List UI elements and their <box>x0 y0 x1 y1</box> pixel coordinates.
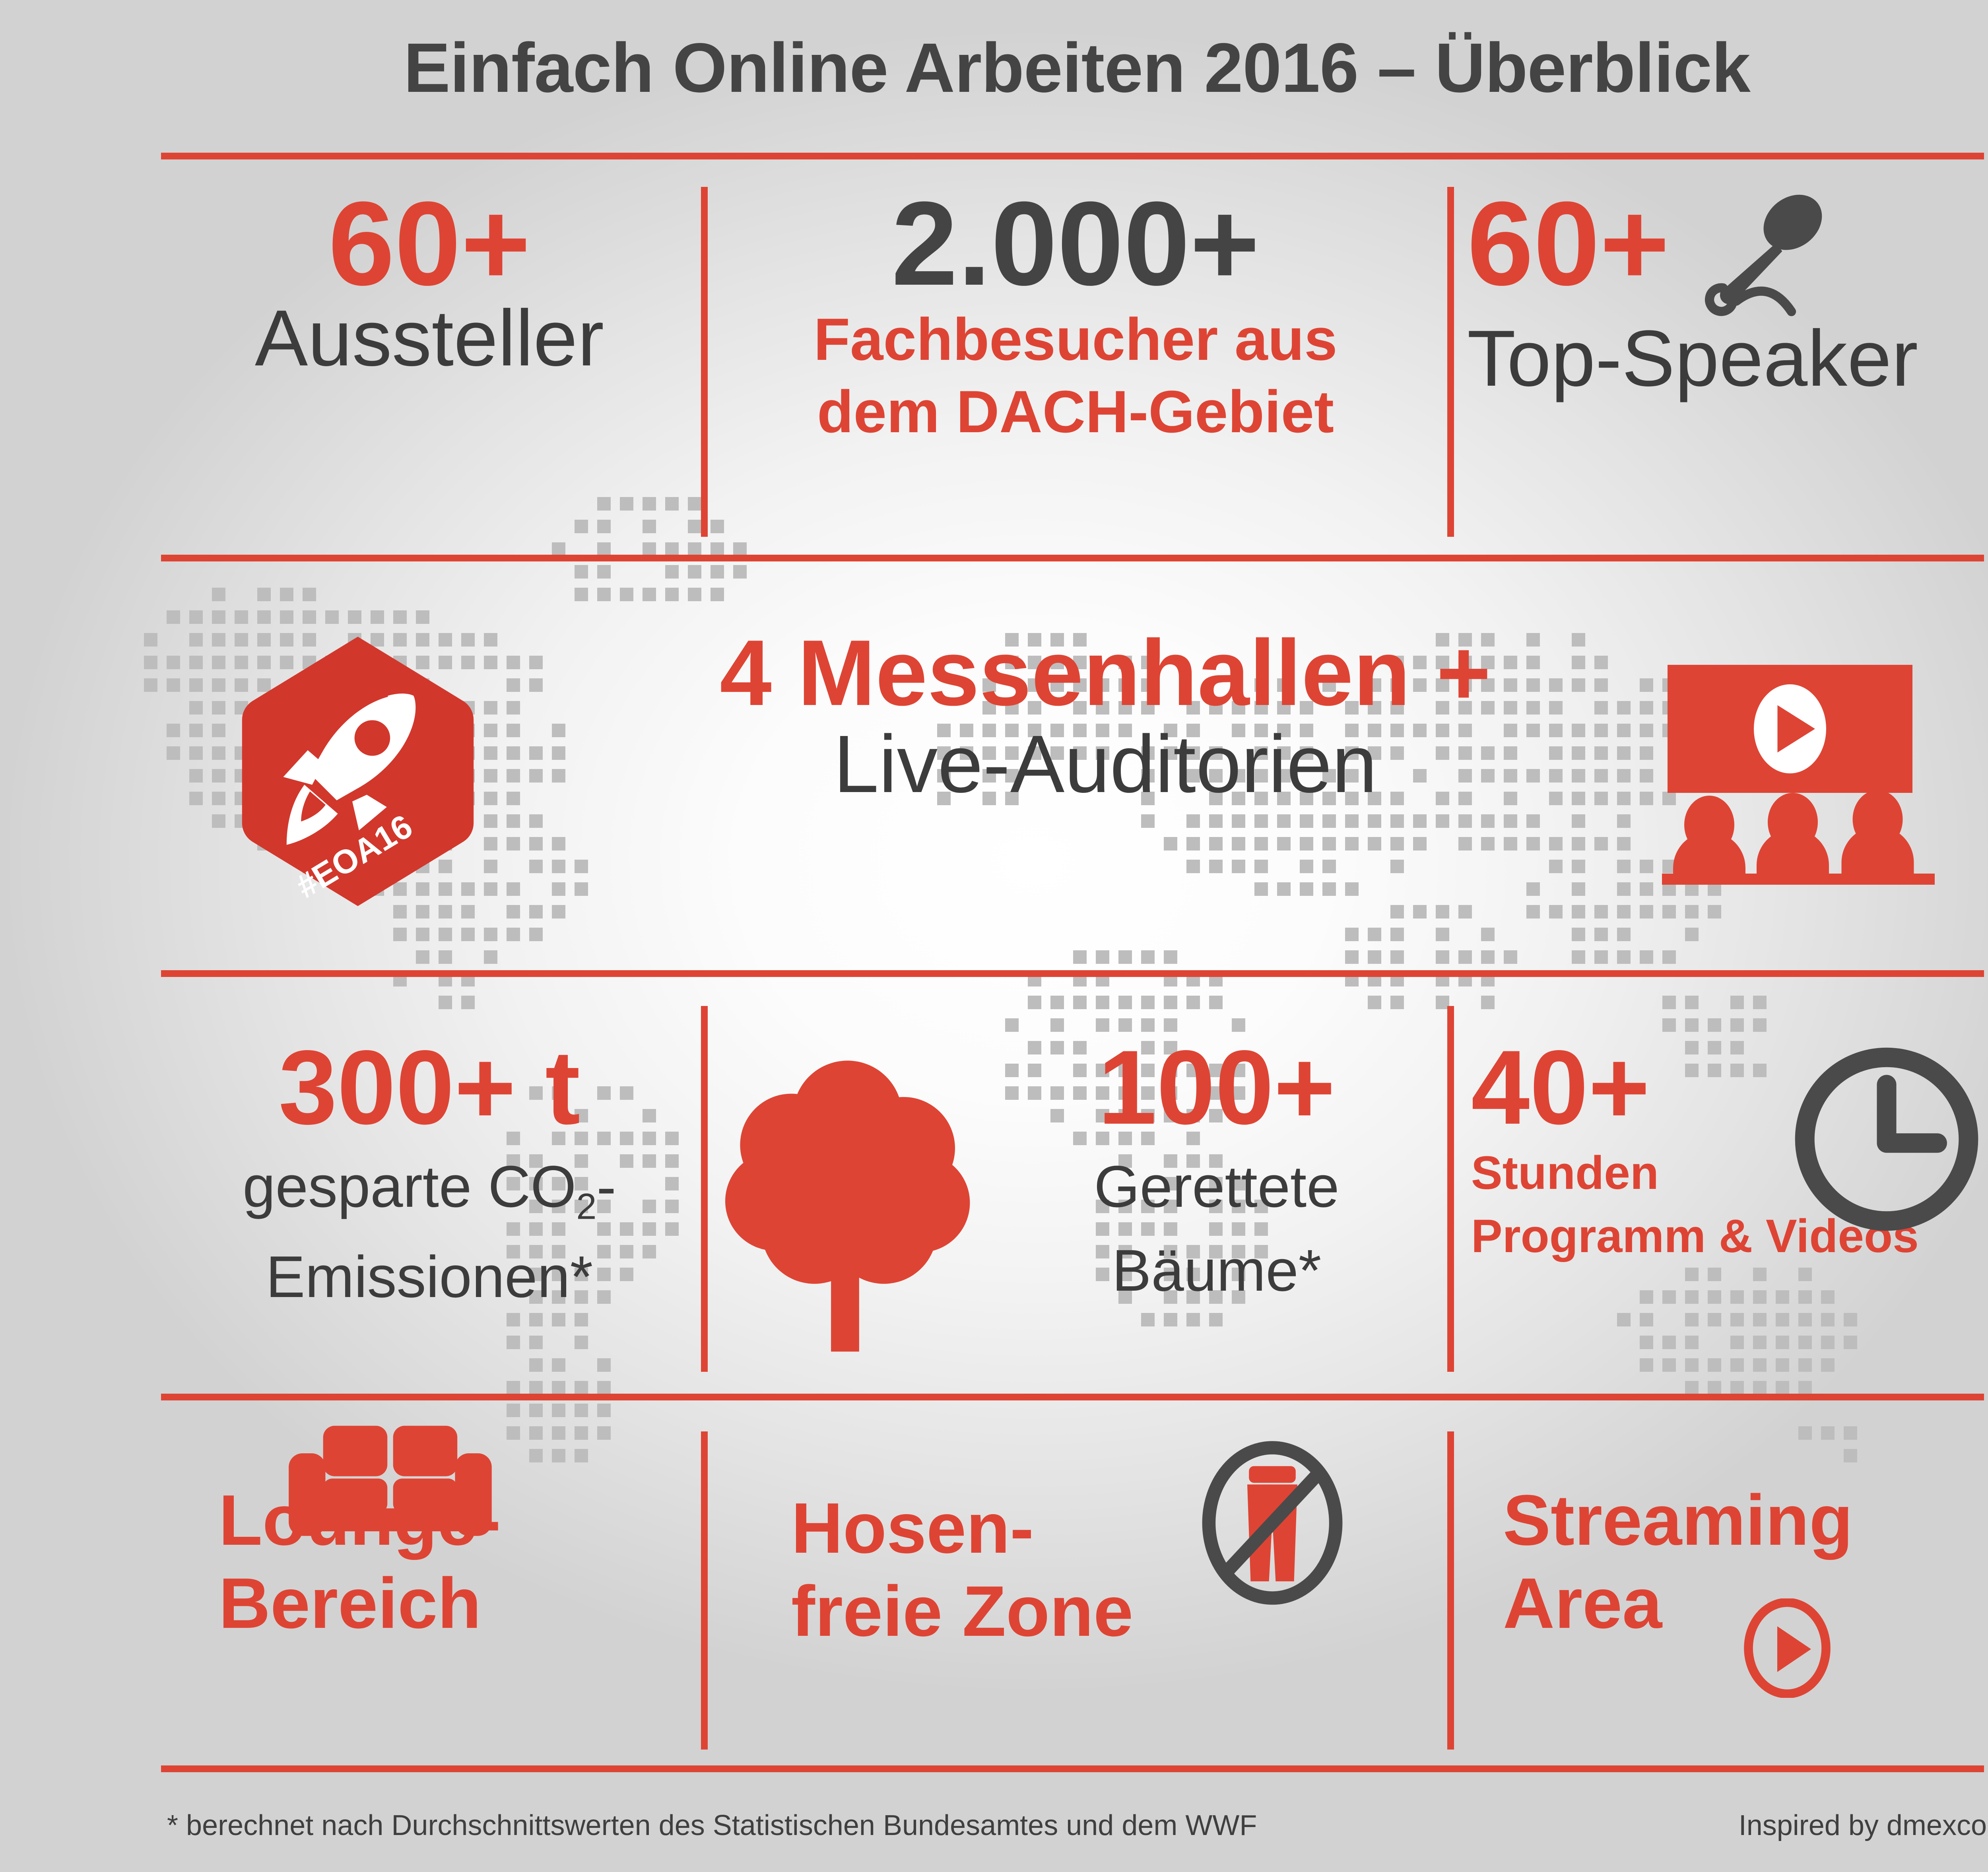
no-pants-icon <box>1189 1439 1356 1606</box>
footnote-text: * berechnet nach Durchschnittswerten des… <box>167 1810 1257 1841</box>
stat-co2-label-line2: Emissionen* <box>266 1244 593 1310</box>
eoa16-hexagon-logo: #EOA16 <box>233 632 483 911</box>
feature-lounge-label-line1: Lounge- <box>219 1480 501 1560</box>
stat-stunden-label-line1: Stunden <box>1471 1146 1659 1199</box>
stat-fachbesucher-number: 2.000+ <box>891 177 1260 310</box>
feature-streaming-label-line2: Area <box>1503 1563 1662 1643</box>
stat-baeume-number: 100+ <box>1098 1029 1336 1146</box>
vdivider-r1-left <box>701 187 708 537</box>
feature-streaming-area: Streaming Area <box>1503 1479 1988 1645</box>
stat-fachbesucher-label-line1: Fachbesucher aus <box>813 306 1338 373</box>
clock-icon <box>1789 1042 1984 1237</box>
stat-baeume: 100+ Gerettete Bäume* <box>1006 1029 1427 1306</box>
stat-top-speaker-number: 60+ <box>1467 177 1670 310</box>
vdivider-r4-right <box>1447 1431 1454 1750</box>
stat-baeume-label-line1: Gerettete <box>1094 1153 1340 1220</box>
stat-top-speaker: 60+ Top-Speaker <box>1467 177 1984 403</box>
vdivider-r4-left <box>701 1431 708 1750</box>
stat-co2-label-b: - <box>596 1153 616 1220</box>
divider-row2 <box>161 970 1984 977</box>
credit-text: Inspired by dmexco <box>1738 1810 1987 1841</box>
play-triangle <box>1777 705 1815 753</box>
divider-footer <box>161 1765 1984 1772</box>
stat-co2: 300+ t gesparte CO2- Emissionen* <box>167 1029 692 1313</box>
play-circle-icon <box>1738 1598 1837 1699</box>
stat-baeume-label-line2: Bäume* <box>1112 1238 1322 1304</box>
stat-top-speaker-label: Top-Speaker <box>1467 314 1918 403</box>
divider-row3 <box>161 1394 1984 1400</box>
stat-co2-label-subscript: 2 <box>576 1186 597 1227</box>
vdivider-r3-left <box>701 1006 708 1372</box>
stat-aussteller: 60+ Aussteller <box>171 177 688 383</box>
stat-aussteller-label: Aussteller <box>254 294 604 383</box>
feature-streaming-label-line1: Streaming <box>1503 1480 1853 1560</box>
stat-co2-label-line1: gesparte CO2- <box>167 1152 692 1229</box>
feature-hosen-label-line2: freie Zone <box>791 1571 1134 1651</box>
vdivider-r3-right <box>1447 1006 1454 1372</box>
stat-co2-label-a: gesparte CO <box>243 1153 577 1220</box>
feature-hosen-label-line1: Hosen- <box>791 1488 1034 1568</box>
rocket-icon <box>283 693 416 845</box>
tree-icon <box>716 1046 986 1360</box>
divider-row1 <box>161 555 1984 561</box>
stat-co2-number: 300+ t <box>278 1029 580 1146</box>
vdivider-r1-right <box>1447 187 1454 537</box>
stat-messenhallen-number: 4 Messenhallen + <box>720 620 1491 725</box>
couch-icon <box>274 1423 505 1543</box>
stat-aussteller-number: 60+ <box>328 177 531 310</box>
stat-stunden-number: 40+ <box>1471 1029 1650 1146</box>
stat-messenhallen: 4 Messenhallen + Live-Auditorien <box>529 620 1682 810</box>
stat-messenhallen-label: Live-Auditorien <box>833 719 1377 810</box>
page-title: Einfach Online Arbeiten 2016 – Überblick <box>404 29 1751 107</box>
feature-hosenfreie-zone: Hosen- freie Zone <box>791 1487 1348 1653</box>
divider-top <box>161 153 1984 159</box>
stat-fachbesucher-label-line2: dem DACH-Gebiet <box>817 378 1334 445</box>
feature-lounge: Lounge- Bereich <box>219 1479 664 1645</box>
auditorium-icon <box>1662 662 1940 887</box>
microphone-icon <box>1705 194 1822 317</box>
audience-figures <box>1662 790 1935 887</box>
feature-lounge-label-line2: Bereich <box>219 1563 481 1643</box>
stat-fachbesucher: 2.000+ Fachbesucher aus dem DACH-Gebiet <box>712 177 1439 445</box>
